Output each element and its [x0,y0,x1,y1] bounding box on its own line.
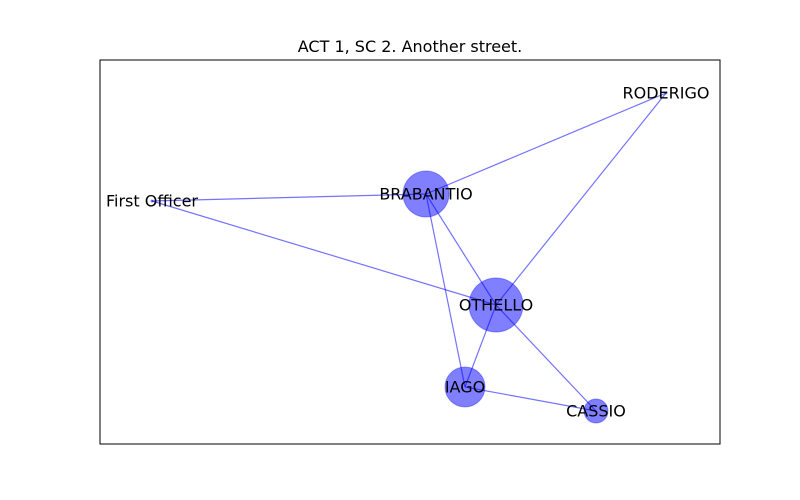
node[interactable] [468,277,524,333]
node-label: CASSIO [566,402,626,421]
node-layer [150,91,668,424]
node[interactable] [664,91,668,95]
node[interactable] [444,366,486,408]
node-label: RODERIGO [623,84,710,103]
node[interactable] [583,398,609,424]
edge [151,200,497,306]
edge [425,193,466,388]
graph-title: ACT 1, SC 2. Another street. [298,37,523,56]
node-label: OTHELLO [459,296,533,315]
plot-frame [99,59,721,445]
edge [425,92,667,195]
label-layer: RODERIGO BRABANTIO First Officer OTHELLO IAG… [106,84,710,421]
edge-layer [151,92,667,412]
node-label: First Officer [106,192,198,211]
node-label: BRABANTIO [379,185,472,204]
edge [495,92,667,306]
edge [151,193,427,202]
node[interactable] [402,170,450,218]
edge [464,386,597,412]
node-label: IAGO [445,378,485,397]
node[interactable] [150,199,154,203]
